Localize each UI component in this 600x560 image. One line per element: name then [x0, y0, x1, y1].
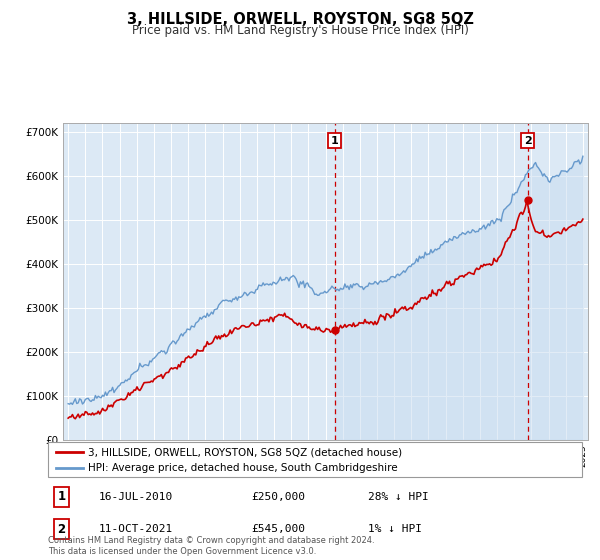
Text: 3, HILLSIDE, ORWELL, ROYSTON, SG8 5QZ: 3, HILLSIDE, ORWELL, ROYSTON, SG8 5QZ: [127, 12, 473, 27]
Text: 16-JUL-2010: 16-JUL-2010: [99, 492, 173, 502]
Text: 1: 1: [57, 491, 65, 503]
Text: £250,000: £250,000: [251, 492, 305, 502]
Text: 11-OCT-2021: 11-OCT-2021: [99, 524, 173, 534]
Text: 28% ↓ HPI: 28% ↓ HPI: [368, 492, 429, 502]
Text: 1: 1: [331, 136, 338, 146]
Text: Contains HM Land Registry data © Crown copyright and database right 2024.
This d: Contains HM Land Registry data © Crown c…: [48, 536, 374, 556]
Text: 2: 2: [57, 522, 65, 536]
Text: 3, HILLSIDE, ORWELL, ROYSTON, SG8 5QZ (detached house): 3, HILLSIDE, ORWELL, ROYSTON, SG8 5QZ (d…: [88, 447, 402, 457]
Text: £545,000: £545,000: [251, 524, 305, 534]
Text: HPI: Average price, detached house, South Cambridgeshire: HPI: Average price, detached house, Sout…: [88, 464, 398, 473]
Text: 2: 2: [524, 136, 532, 146]
Text: 1% ↓ HPI: 1% ↓ HPI: [368, 524, 422, 534]
Text: Price paid vs. HM Land Registry's House Price Index (HPI): Price paid vs. HM Land Registry's House …: [131, 24, 469, 36]
